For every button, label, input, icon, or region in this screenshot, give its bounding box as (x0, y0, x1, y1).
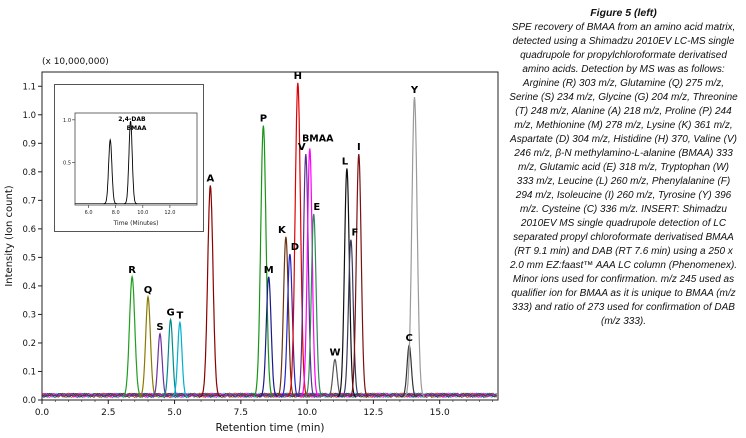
svg-text:0.5: 0.5 (22, 253, 36, 263)
svg-text:12.0: 12.0 (164, 210, 175, 216)
inset-plot: 0.5 1.0 6.0 8.0 10.0 12.0 2,4-DAB BMAA Time (Min… (63, 112, 198, 227)
svg-text:7.5: 7.5 (234, 408, 248, 418)
svg-text:W: W (329, 347, 340, 358)
svg-text:M: M (264, 265, 274, 276)
svg-text:T: T (176, 310, 183, 321)
svg-text:P: P (260, 114, 267, 125)
svg-text:1.1: 1.1 (22, 82, 36, 92)
svg-text:V: V (298, 142, 306, 153)
svg-text:Q: Q (144, 285, 153, 296)
svg-text:15.0: 15.0 (430, 408, 450, 418)
svg-text:BMAA: BMAA (127, 125, 147, 132)
svg-text:C: C (406, 333, 413, 344)
svg-text:1.0: 1.0 (22, 111, 36, 121)
svg-text:0.9: 0.9 (22, 139, 36, 149)
caption-body: SPE recovery of BMAA from an amino acid … (509, 21, 738, 327)
svg-text:D: D (291, 242, 299, 253)
svg-text:R: R (128, 265, 136, 276)
svg-text:5.0: 5.0 (167, 408, 182, 418)
svg-text:0.3: 0.3 (22, 310, 36, 320)
svg-text:8.0: 8.0 (112, 210, 120, 216)
svg-text:2,4-DAB: 2,4-DAB (118, 116, 146, 123)
figure-caption: Figure 5 (left) SPE recovery of BMAA fro… (505, 0, 746, 438)
svg-text:Time (Minutes): Time (Minutes) (113, 220, 159, 227)
svg-text:H: H (294, 71, 302, 82)
svg-text:10.0: 10.0 (297, 408, 317, 418)
chromatogram-panel: 0.0 0.1 0.2 0.3 0.4 0.5 0.6 0.7 0.8 0.9 1.0 1.1 0.0 2… (4, 57, 499, 434)
svg-text:L: L (342, 156, 349, 167)
caption-title: Figure 5 (left) (590, 7, 657, 19)
svg-text:0.0: 0.0 (22, 396, 36, 406)
svg-text:Intensity (Ion count): Intensity (Ion count) (4, 185, 15, 286)
svg-text:0.1: 0.1 (22, 367, 36, 377)
svg-text:0.7: 0.7 (22, 196, 36, 206)
svg-text:F: F (351, 228, 358, 239)
svg-text:10.0: 10.0 (137, 210, 148, 216)
svg-text:0.4: 0.4 (22, 282, 36, 292)
svg-text:I: I (357, 142, 361, 153)
svg-text:0.0: 0.0 (35, 408, 50, 418)
svg-text:0.6: 0.6 (22, 225, 36, 235)
svg-text:6.0: 6.0 (85, 210, 93, 216)
svg-text:A: A (206, 174, 214, 185)
svg-text:Y: Y (410, 85, 419, 96)
svg-text:Retention time (min): Retention time (min) (215, 422, 324, 434)
svg-text:E: E (313, 202, 320, 213)
svg-text:K: K (278, 225, 287, 236)
chromatogram-plot: 0.0 0.1 0.2 0.3 0.4 0.5 0.6 0.7 0.8 0.9 1.0 1.1 0.0 2… (4, 57, 499, 434)
svg-text:1.0: 1.0 (63, 118, 71, 124)
svg-text:0.2: 0.2 (22, 339, 36, 349)
svg-text:S: S (156, 322, 163, 333)
svg-text:2.5: 2.5 (101, 408, 115, 418)
svg-text:0.8: 0.8 (22, 168, 36, 178)
svg-text:(x 10,000,000): (x 10,000,000) (42, 57, 109, 67)
svg-text:G: G (166, 308, 174, 319)
svg-text:0.5: 0.5 (63, 160, 71, 166)
inset-panel: 0.5 1.0 6.0 8.0 10.0 12.0 2,4-DAB BMAA Time (Min… (54, 84, 204, 232)
svg-text:BMAA: BMAA (302, 133, 334, 144)
svg-text:12.5: 12.5 (363, 408, 383, 418)
